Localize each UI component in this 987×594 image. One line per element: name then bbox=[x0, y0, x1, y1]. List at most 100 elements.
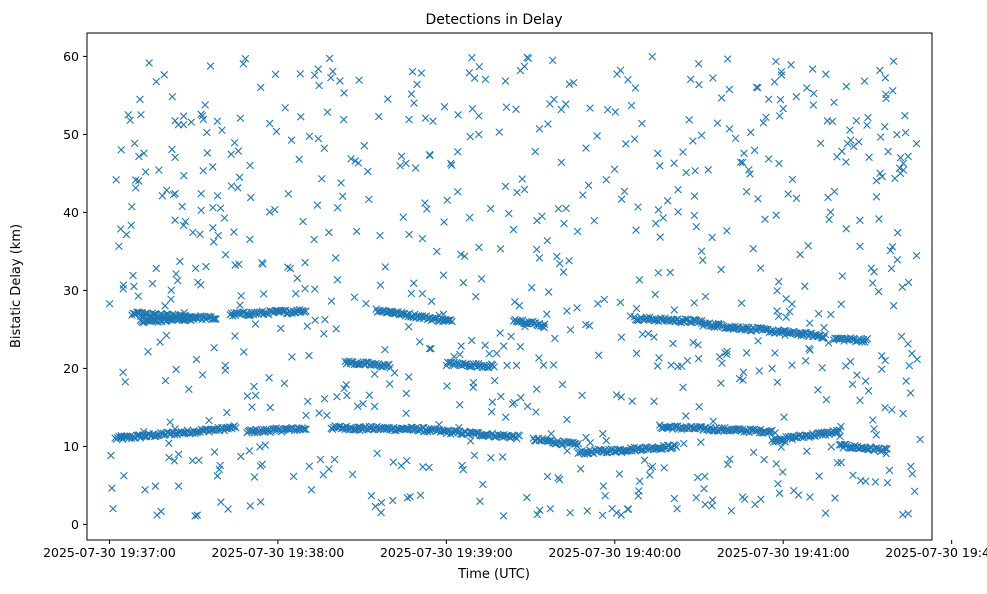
data-point bbox=[239, 348, 248, 356]
data-point bbox=[535, 125, 544, 133]
data-point bbox=[208, 163, 217, 171]
data-point bbox=[779, 104, 788, 113]
data-point bbox=[731, 134, 740, 143]
data-point bbox=[148, 279, 157, 288]
data-point bbox=[826, 208, 835, 216]
data-point bbox=[788, 361, 796, 369]
data-point bbox=[871, 478, 880, 486]
data-point bbox=[317, 174, 326, 183]
data-point bbox=[889, 57, 898, 66]
data-point bbox=[549, 361, 558, 369]
data-point bbox=[259, 425, 268, 434]
data-point bbox=[726, 455, 734, 463]
data-point bbox=[654, 206, 663, 214]
data-point bbox=[330, 455, 339, 464]
data-point bbox=[772, 211, 781, 219]
data-point bbox=[886, 246, 895, 255]
data-point bbox=[129, 271, 137, 280]
data-point bbox=[179, 120, 188, 129]
data-point bbox=[561, 100, 570, 108]
data-point bbox=[407, 289, 416, 298]
data-point bbox=[218, 126, 226, 134]
data-point bbox=[300, 425, 309, 433]
data-point bbox=[617, 195, 626, 203]
data-point bbox=[830, 187, 839, 196]
data-point bbox=[167, 295, 175, 304]
data-point bbox=[423, 205, 431, 213]
data-point bbox=[632, 226, 640, 234]
data-point bbox=[512, 105, 520, 114]
data-point bbox=[827, 442, 836, 451]
data-point bbox=[399, 213, 408, 221]
data-point bbox=[237, 452, 245, 461]
data-point bbox=[119, 281, 128, 289]
data-point bbox=[660, 464, 668, 472]
data-point bbox=[742, 187, 751, 196]
data-point bbox=[644, 329, 653, 338]
data-point bbox=[427, 297, 436, 306]
data-point bbox=[861, 338, 869, 346]
data-point bbox=[729, 325, 737, 333]
data-point bbox=[418, 234, 427, 243]
data-point bbox=[872, 431, 881, 439]
data-point bbox=[121, 378, 130, 386]
data-point bbox=[855, 138, 863, 146]
data-point bbox=[565, 256, 573, 265]
data-point bbox=[852, 116, 861, 125]
data-point bbox=[276, 324, 285, 333]
data-point bbox=[599, 482, 608, 490]
data-point bbox=[602, 175, 611, 184]
data-point bbox=[617, 393, 626, 401]
data-point bbox=[616, 298, 625, 307]
data-point bbox=[460, 252, 469, 261]
data-point bbox=[674, 208, 682, 216]
data-point bbox=[713, 119, 722, 127]
data-point bbox=[481, 341, 489, 350]
data-point bbox=[195, 456, 203, 465]
data-point bbox=[310, 235, 318, 244]
data-point bbox=[806, 346, 814, 354]
data-point bbox=[635, 487, 643, 495]
data-point bbox=[598, 511, 607, 520]
data-point bbox=[496, 245, 505, 253]
data-point bbox=[691, 166, 699, 175]
data-point bbox=[776, 95, 785, 104]
data-point bbox=[199, 166, 208, 175]
data-point bbox=[535, 506, 544, 514]
data-point bbox=[809, 101, 818, 109]
data-point bbox=[701, 292, 710, 301]
data-point bbox=[624, 76, 632, 84]
data-point bbox=[700, 484, 708, 493]
data-point bbox=[655, 354, 663, 362]
data-point bbox=[510, 398, 519, 407]
data-point bbox=[791, 433, 799, 442]
data-point bbox=[284, 263, 292, 271]
data-point bbox=[557, 440, 566, 449]
data-point bbox=[213, 117, 222, 126]
data-point bbox=[797, 329, 806, 338]
data-point bbox=[648, 52, 657, 61]
data-point bbox=[796, 250, 804, 259]
data-point bbox=[563, 447, 571, 455]
data-point bbox=[581, 320, 590, 329]
data-point bbox=[321, 315, 329, 324]
data-point bbox=[821, 330, 830, 339]
data-point bbox=[695, 402, 703, 411]
data-point bbox=[389, 458, 398, 466]
data-point bbox=[305, 351, 313, 360]
data-point bbox=[105, 299, 114, 308]
data-point bbox=[150, 316, 159, 325]
data-point bbox=[363, 167, 372, 176]
data-point bbox=[817, 333, 826, 342]
data-point bbox=[723, 55, 732, 63]
data-point bbox=[251, 320, 260, 328]
data-point bbox=[697, 131, 706, 140]
data-point bbox=[197, 281, 205, 289]
data-point bbox=[443, 196, 452, 205]
data-point bbox=[723, 460, 732, 469]
data-point bbox=[187, 118, 196, 126]
data-point bbox=[590, 216, 599, 225]
data-point bbox=[828, 117, 837, 126]
data-point bbox=[425, 463, 433, 472]
data-point bbox=[141, 485, 149, 494]
